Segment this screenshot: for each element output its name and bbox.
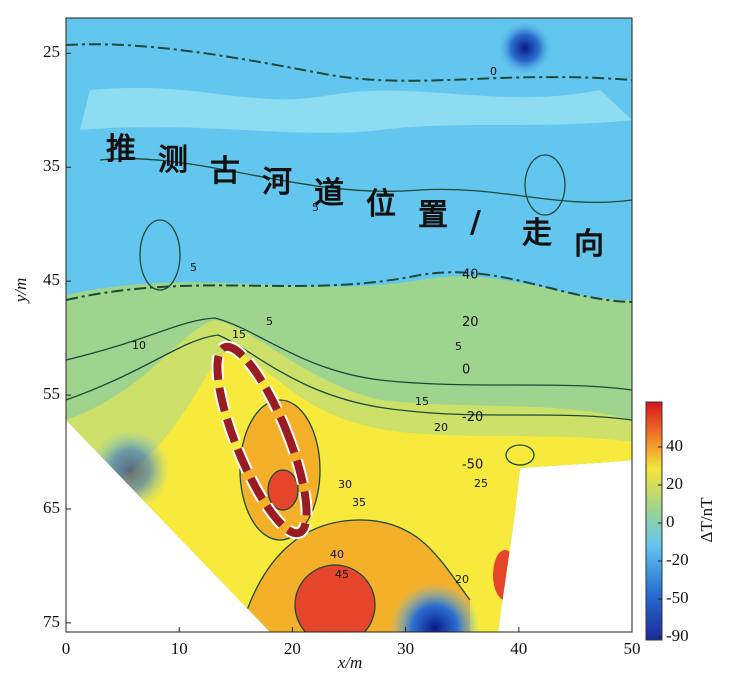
side-label: 40 (462, 268, 479, 283)
annotation: 推测古河道位置 / 走向 (106, 132, 604, 262)
contour-label: 5 (266, 315, 273, 328)
contour-field (66, 18, 632, 632)
colorbar-tick-label: -50 (666, 588, 689, 607)
colorbar-tick-label: 0 (666, 512, 675, 531)
y-tick-label: 75 (43, 612, 60, 631)
x-axis-label: x/m (337, 653, 363, 672)
plot-frame (65, 17, 633, 633)
contour-label: 30 (338, 478, 352, 491)
x-tick-label: 20 (284, 639, 301, 658)
x-tick-label: 30 (397, 639, 414, 658)
contour-label: 25 (474, 477, 488, 490)
contour-label: 45 (335, 568, 349, 581)
contour-label: 5 (312, 201, 319, 214)
y-tick-label: 55 (43, 384, 60, 403)
colorbar-tick-label: 20 (666, 474, 683, 493)
x-tick-label: 0 (62, 639, 71, 658)
contour-label: 20 (434, 421, 448, 434)
contour-label: 10 (132, 339, 146, 352)
contour-label: 5 (455, 340, 462, 353)
river-outline (211, 340, 313, 540)
side-label: -50 (462, 458, 483, 473)
colorbar-tick-label: -90 (666, 626, 689, 645)
contour-label: 5 (190, 261, 197, 274)
contour-label: 0 (490, 65, 497, 78)
x-tick-label: 10 (171, 639, 188, 658)
x-tick-label: 40 (510, 639, 527, 658)
y-tick-label: 25 (43, 42, 60, 61)
contour-label: 20 (455, 573, 469, 586)
y-tick-label: 35 (43, 156, 60, 175)
side-label: -20 (462, 410, 483, 425)
y-tick-label: 45 (43, 270, 60, 289)
contour-label: 35 (352, 496, 366, 509)
side-label: 20 (462, 315, 479, 330)
y-axis-label: y/m (11, 278, 30, 305)
x-tick-label: 50 (624, 639, 641, 658)
colorbar-label: ΔT/nT (697, 497, 716, 543)
contour-label: 40 (330, 548, 344, 561)
colorbar-tick-label: -20 (666, 550, 689, 569)
y-tick-label: 65 (43, 498, 60, 517)
side-label: 0 (462, 363, 470, 378)
contour-label: 15 (415, 395, 429, 408)
colorbar-tick-label: 40 (666, 436, 683, 455)
contour-label: 15 (232, 328, 246, 341)
colorbar (645, 401, 663, 641)
